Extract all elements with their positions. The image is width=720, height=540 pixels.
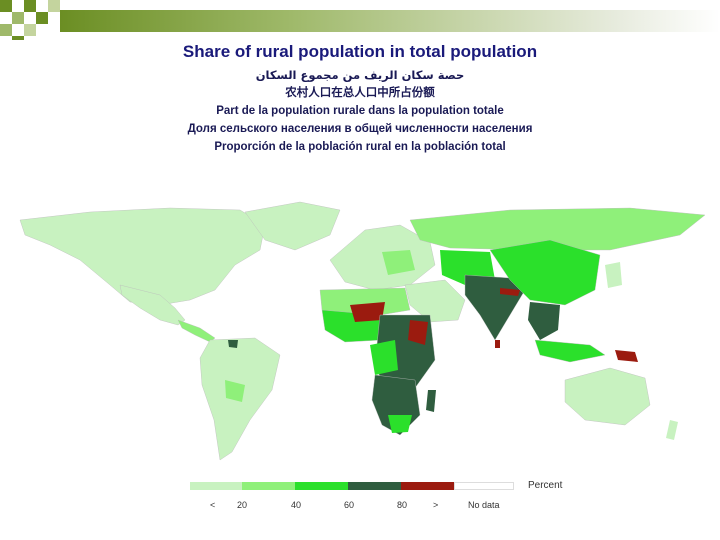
legend-unit: Percent bbox=[528, 480, 563, 491]
map-region-papua-new-guinea bbox=[615, 350, 638, 362]
slide-top-bar bbox=[60, 10, 720, 32]
legend-label-40: 40 bbox=[291, 500, 302, 510]
legend-label-no-data: No data bbox=[468, 500, 500, 510]
legend-swatch-under-20 bbox=[190, 482, 242, 490]
title-block: Share of rural population in total popul… bbox=[140, 40, 580, 156]
map-region-southeast-asia bbox=[528, 302, 560, 340]
map-region-japan-korea bbox=[605, 262, 622, 288]
title-russian: Доля сельского населения в общей численн… bbox=[187, 123, 533, 135]
map-legend: Percent < 20 40 60 80 > No data bbox=[190, 478, 590, 518]
legend-swatch-20-40 bbox=[242, 482, 295, 490]
title-spanish: Proporción de la población rural en la p… bbox=[214, 141, 506, 153]
map-region-south-africa bbox=[388, 415, 412, 433]
title-chinese: 农村人口在总人口中所占份额 bbox=[285, 87, 435, 99]
legend-label-80: 80 bbox=[397, 500, 408, 510]
map-region-russia bbox=[409, 207, 706, 251]
map-region-greenland bbox=[244, 201, 341, 251]
map-region-central-africa bbox=[370, 340, 398, 375]
legend-swatch-60-80 bbox=[348, 482, 401, 490]
page-title: Share of rural population in total popul… bbox=[182, 42, 538, 61]
map-region-guyana bbox=[228, 340, 238, 348]
legend-label-60: 60 bbox=[344, 500, 355, 510]
slide-decoration bbox=[0, 0, 720, 40]
legend-label-20: 20 bbox=[237, 500, 248, 510]
map-region-bolivia-paraguay bbox=[225, 380, 245, 402]
map-region-madagascar bbox=[426, 390, 436, 412]
map-region-new-zealand bbox=[666, 420, 678, 440]
title-french: Part de la population rurale dans la pop… bbox=[216, 105, 504, 117]
legend-label-less: < bbox=[210, 500, 216, 510]
map-region-middle-east bbox=[404, 279, 466, 323]
map-region-mexico bbox=[119, 284, 186, 326]
legend-swatch-no-data bbox=[454, 482, 514, 490]
map-region-china bbox=[489, 239, 601, 306]
world-map bbox=[19, 201, 706, 461]
map-region-north-america bbox=[19, 207, 266, 306]
map-region-indonesia bbox=[534, 339, 606, 363]
map-region-australia bbox=[564, 367, 651, 426]
legend-swatch-40-60 bbox=[295, 482, 348, 490]
map-region-nepal-bhutan bbox=[500, 288, 520, 296]
legend-swatch-over-80 bbox=[401, 482, 454, 490]
title-arabic: حصة سكان الريف من مجموع السكان bbox=[255, 68, 465, 82]
map-region-niger-chad bbox=[350, 302, 385, 322]
map-region-ethiopia bbox=[408, 320, 428, 345]
map-region-central-america bbox=[177, 319, 216, 343]
map-region-eastern-europe bbox=[382, 250, 415, 275]
legend-label-greater: > bbox=[433, 500, 439, 510]
map-region-europe bbox=[329, 224, 436, 291]
map-region-sri-lanka bbox=[495, 340, 500, 348]
